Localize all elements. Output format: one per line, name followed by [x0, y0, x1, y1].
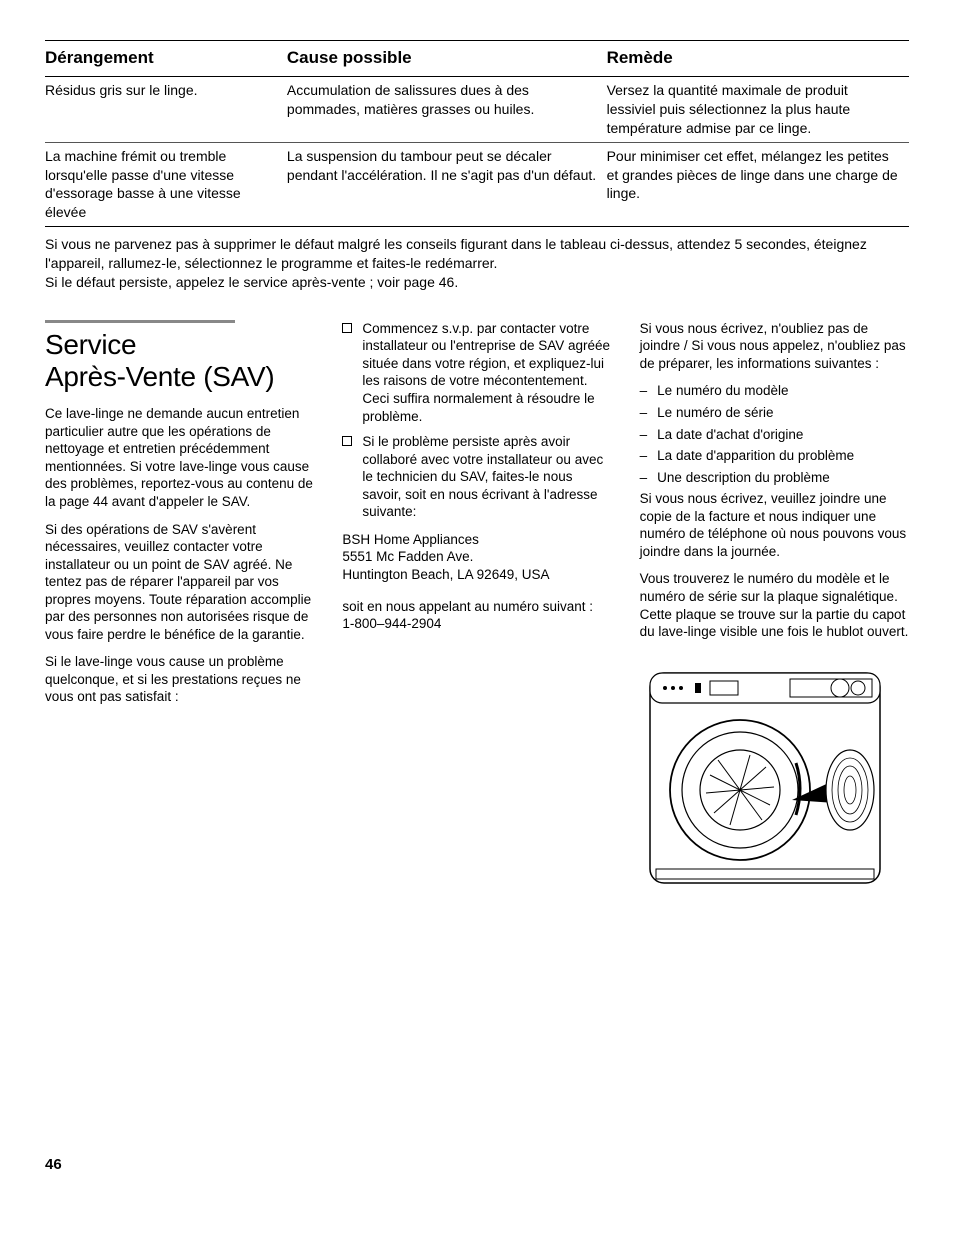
list-item-text: La date d'apparition du problème	[657, 447, 854, 465]
list-item-text: Commencez s.v.p. par contacter votre ins…	[362, 320, 611, 425]
cell-derangement: La machine frémit ou tremble lorsqu'elle…	[45, 142, 287, 227]
cell-cause: La suspension du tambour peut se décaler…	[287, 142, 607, 227]
note-line1: Si vous ne parvenez pas à supprimer le d…	[45, 236, 867, 271]
heading-accent	[45, 320, 235, 323]
list-item: Une description du problème	[640, 469, 909, 487]
th-cause: Cause possible	[287, 41, 607, 77]
table-footnote: Si vous ne parvenez pas à supprimer le d…	[45, 235, 909, 292]
checkbox-list: Commencez s.v.p. par contacter votre ins…	[342, 320, 611, 521]
column-2: Commencez s.v.p. par contacter votre ins…	[342, 320, 611, 633]
list-item: Le numéro du modèle	[640, 382, 909, 400]
list-item-text: Une description du problème	[657, 469, 830, 487]
th-derangement: Dérangement	[45, 41, 287, 77]
address-line: BSH Home Appliances	[342, 531, 611, 549]
address-line: Huntington Beach, LA 92649, USA	[342, 566, 611, 584]
washer-icon	[640, 655, 890, 895]
cell-cause: Accumulation de salissures dues à des po…	[287, 76, 607, 142]
list-item: La date d'achat d'origine	[640, 426, 909, 444]
section-heading: Service Après-Vente (SAV)	[45, 329, 314, 393]
checkbox-icon	[342, 436, 352, 446]
cell-remede: Pour minimiser cet effet, mélangez les p…	[607, 142, 909, 227]
dash-list: Le numéro du modèle Le numéro de série L…	[640, 382, 909, 486]
list-item-text: Le numéro de série	[657, 404, 773, 422]
paragraph: Si vous nous écrivez, veuillez joindre u…	[640, 490, 909, 560]
cell-derangement: Résidus gris sur le linge.	[45, 76, 287, 142]
list-item: Commencez s.v.p. par contacter votre ins…	[342, 320, 611, 425]
phone-number: 1-800–944-2904	[342, 615, 611, 633]
table-row: Résidus gris sur le linge. Accumulation …	[45, 76, 909, 142]
paragraph: Si le lave-linge vous cause un problème …	[45, 653, 314, 706]
column-1: Service Après-Vente (SAV) Ce lave-linge …	[45, 320, 314, 716]
list-item-text: La date d'achat d'origine	[657, 426, 803, 444]
troubleshooting-table: Dérangement Cause possible Remède Résidu…	[45, 40, 909, 227]
phone-block: soit en nous appelant au numéro suivant …	[342, 598, 611, 633]
paragraph: Si vous nous écrivez, n'oubliez pas de j…	[640, 320, 909, 373]
address-block: BSH Home Appliances 5551 Mc Fadden Ave. …	[342, 531, 611, 584]
paragraph: Si des opérations de SAV s'avèrent néces…	[45, 521, 314, 644]
list-item: Si le problème persiste après avoir coll…	[342, 433, 611, 521]
paragraph: Vous trouverez le numéro du modèle et le…	[640, 570, 909, 640]
paragraph: Ce lave-linge ne demande aucun entretien…	[45, 405, 314, 510]
table-row: La machine frémit ou tremble lorsqu'elle…	[45, 142, 909, 227]
column-3: Si vous nous écrivez, n'oubliez pas de j…	[640, 320, 909, 895]
page-number: 46	[45, 1155, 909, 1175]
address-line: 5551 Mc Fadden Ave.	[342, 548, 611, 566]
note-line2: Si le défaut persiste, appelez le servic…	[45, 274, 458, 290]
list-item-text: Le numéro du modèle	[657, 382, 788, 400]
cell-remede: Versez la quantité maximale de produit l…	[607, 76, 909, 142]
list-item: Le numéro de série	[640, 404, 909, 422]
washer-illustration	[640, 655, 909, 895]
phone-intro: soit en nous appelant au numéro suivant …	[342, 598, 611, 616]
checkbox-icon	[342, 323, 352, 333]
list-item-text: Si le problème persiste après avoir coll…	[362, 433, 611, 521]
th-remede: Remède	[607, 41, 909, 77]
list-item: La date d'apparition du problème	[640, 447, 909, 465]
